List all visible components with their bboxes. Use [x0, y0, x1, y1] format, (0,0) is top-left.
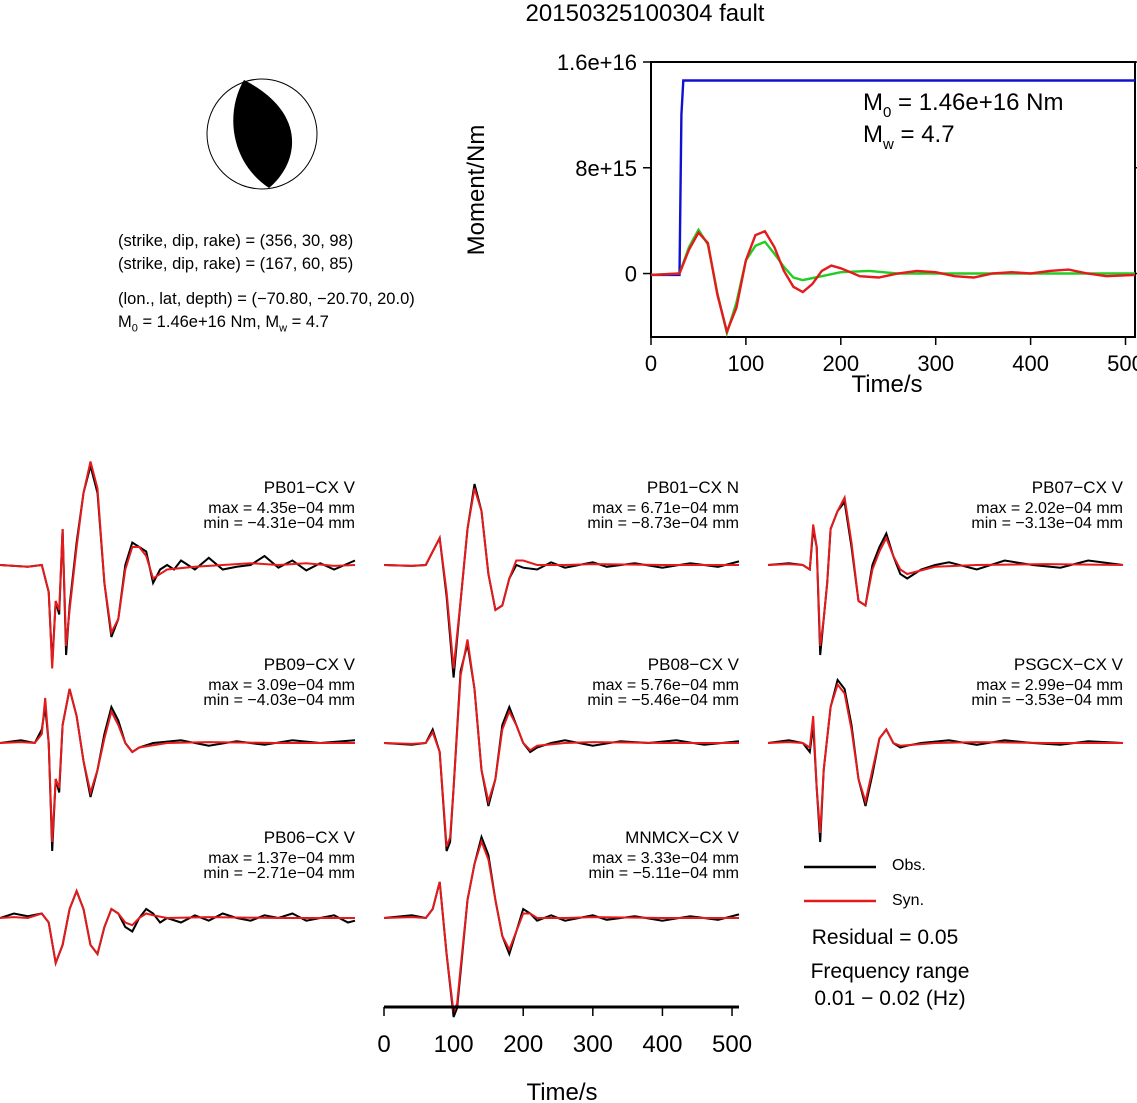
station-name: PB01−CX N: [646, 478, 739, 497]
station-min: min = −3.13e−04 mm: [971, 515, 1123, 532]
waveform-x-tick-label: 100: [434, 1031, 474, 1058]
moment-y-tick-label: 0: [625, 262, 637, 287]
station-name: PB09−CX V: [263, 655, 355, 674]
station-min: min = −8.73e−04 mm: [587, 515, 739, 532]
waveform-x-axis-label: Time/s: [526, 1079, 597, 1103]
station-max: max = 3.33e−04 mm: [592, 850, 739, 867]
waveform-panels: 0 100 200 300 400 500 Time/s: [0, 461, 1124, 1103]
station-name: PSGCX−CX V: [1013, 655, 1123, 674]
syn-trace: [0, 888, 355, 967]
moment-x-tick-label: 100: [728, 351, 765, 376]
mechanism-line-2: (strike, dip, rake) = (167, 60, 85): [118, 255, 354, 273]
station-min: min = −5.11e−04 mm: [588, 865, 739, 882]
moment-x-tick-label: 400: [1012, 351, 1049, 376]
legend-lines: [804, 865, 876, 903]
beachball-icon: [206, 78, 318, 190]
station-max: max = 2.02e−04 mm: [976, 500, 1123, 517]
moment-x-tick-label: 0: [645, 351, 657, 376]
waveform-x-tick-label: 0: [377, 1031, 390, 1058]
location-line: (lon., lat, depth) = (−70.80, −20.70, 20…: [118, 290, 415, 308]
syn-trace: [0, 461, 356, 669]
station-min: min = −4.31e−04 mm: [203, 515, 355, 532]
station-name: PB07−CX V: [1031, 478, 1123, 497]
station-name: PB06−CX V: [263, 828, 355, 847]
compressional-quadrant: [233, 80, 293, 188]
moment-annotation-m0: M0 = 1.46e+16 Nm: [863, 89, 1063, 121]
moment-y-axis-label: Moment/Nm: [463, 125, 490, 256]
station-max: max = 2.99e−04 mm: [976, 677, 1123, 694]
moment-plot-frame: [650, 61, 1136, 338]
waveform-x-tick-label: 400: [642, 1031, 682, 1058]
moment-y-tick-label: 1.6e+16: [557, 50, 637, 75]
moment-y-tick-label: 8e+15: [575, 156, 637, 181]
waveform-x-tick-label: 200: [503, 1031, 543, 1058]
residual-text: Residual = 0.05: [811, 926, 959, 949]
waveform-x-tick-label: 300: [573, 1031, 613, 1058]
frequency-range-label: Frequency range: [810, 960, 970, 983]
station-max: max = 3.09e−04 mm: [208, 677, 355, 694]
legend-obs-label: Obs.: [892, 857, 926, 874]
station-max: max = 6.71e−04 mm: [592, 500, 739, 517]
moment-chart: 010020030040050008e+151.6e+16 Moment/Nm …: [463, 50, 1137, 398]
station-min: min = −5.46e−04 mm: [587, 692, 739, 709]
waveform-x-tick-label: 500: [712, 1031, 752, 1058]
station-max: max = 5.76e−04 mm: [592, 677, 739, 694]
station-name: MNMCX−CX V: [625, 828, 739, 847]
syn-trace: [383, 639, 739, 847]
syn-trace: [767, 682, 1123, 834]
syn-trace: [383, 838, 739, 1013]
moment-x-axis-label: Time/s: [851, 371, 922, 398]
station-max: max = 4.35e−04 mm: [208, 500, 355, 517]
station-min: min = −4.03e−04 mm: [203, 692, 355, 709]
station-min: min = −3.53e−04 mm: [971, 692, 1123, 709]
magnitude-line: M0 = 1.46e+16 Nm, Mw = 4.7: [118, 313, 329, 335]
mechanism-line-1: (strike, dip, rake) = (356, 30, 98): [118, 232, 354, 250]
moment-x-tick-label: 300: [917, 351, 954, 376]
syn-trace: [767, 494, 1124, 647]
station-name: PB01−CX V: [263, 478, 355, 497]
figure-title: 20150325100304 fault: [525, 0, 765, 27]
legend-syn-label: Syn.: [892, 892, 925, 909]
moment-x-tick-label: 200: [822, 351, 859, 376]
frequency-range-value: 0.01 − 0.02 (Hz): [814, 987, 966, 1010]
station-min: min = −2.71e−04 mm: [203, 865, 355, 882]
syn-trace: [0, 688, 355, 843]
moment-x-tick-label: 500: [1107, 351, 1137, 376]
moment-series-syn: [650, 229, 1136, 336]
moment-annotation-mw: Mw = 4.7: [863, 121, 955, 153]
station-max: max = 1.37e−04 mm: [208, 850, 355, 867]
syn-trace: [383, 488, 739, 669]
station-name: PB08−CX V: [647, 655, 739, 674]
